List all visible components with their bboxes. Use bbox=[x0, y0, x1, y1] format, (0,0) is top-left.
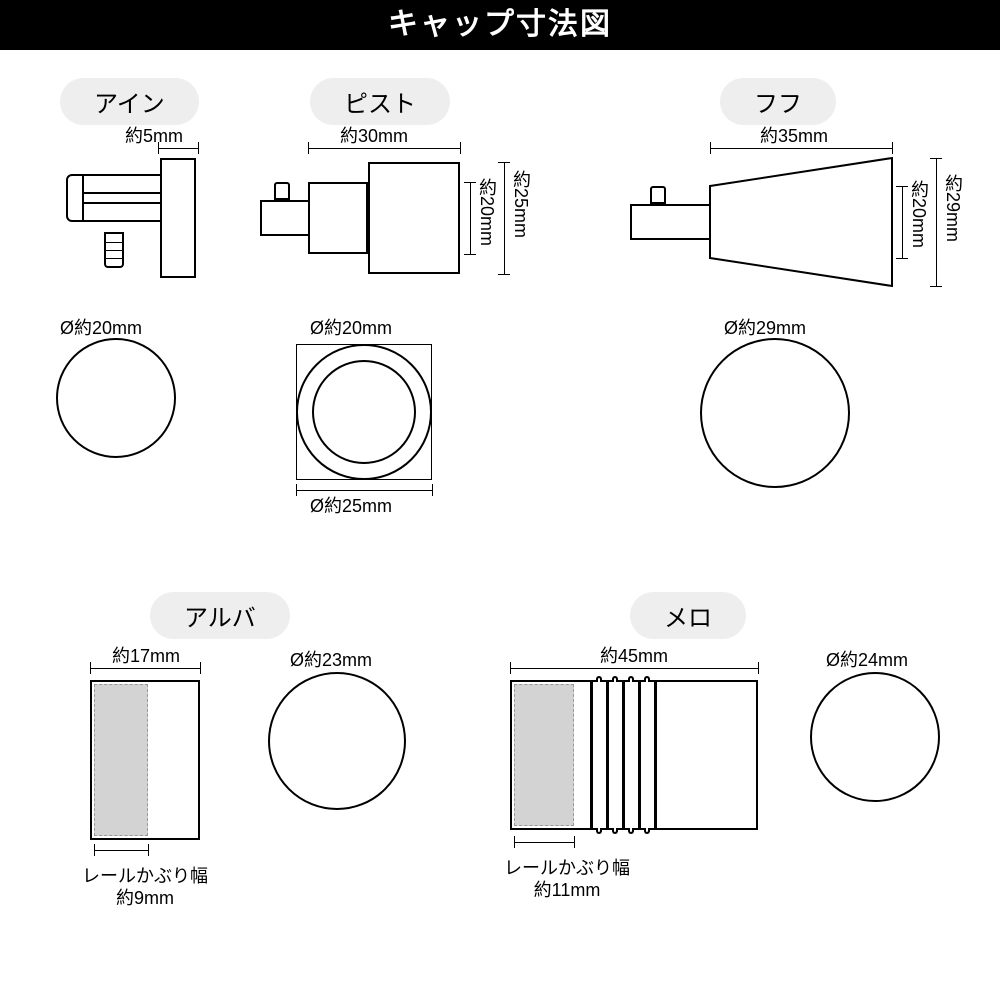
label-alba: アルバ bbox=[150, 592, 290, 639]
dim-alba-dia: Ø約23mm bbox=[290, 646, 372, 672]
dim-mero-width: 約45mm bbox=[600, 642, 668, 668]
dim-alba-width: 約17mm bbox=[112, 642, 180, 668]
dim-mero-dia: Ø約24mm bbox=[826, 646, 908, 672]
fig-fufu-side: 約35mm 約20mm 約29mm bbox=[630, 130, 950, 310]
dim-alba-rail2: 約9mm bbox=[60, 884, 230, 910]
dim-pisto-dia-top: Ø約20mm bbox=[310, 314, 392, 340]
fig-alba-front bbox=[268, 672, 406, 810]
fig-ain-side: 約5mm bbox=[60, 130, 220, 290]
fig-pisto-front bbox=[290, 338, 440, 488]
title-bar: キャップ寸法図 bbox=[0, 0, 1000, 50]
label-mero: メロ bbox=[630, 592, 746, 639]
fig-mero-side: 約45mm レールかぶり幅 約11mm bbox=[500, 650, 800, 910]
dim-fufu-h2: 約29mm bbox=[940, 174, 966, 242]
page-title: キャップ寸法図 bbox=[388, 8, 612, 41]
label-fufu: フフ bbox=[720, 78, 836, 125]
label-pisto: ピスト bbox=[310, 78, 450, 125]
dim-fufu-dia: Ø約29mm bbox=[724, 314, 806, 340]
fig-alba-side: 約17mm レールかぶり幅 約9mm bbox=[80, 650, 240, 910]
dim-mero-rail2: 約11mm bbox=[472, 876, 662, 902]
dim-ain-dia: Ø約20mm bbox=[60, 314, 142, 340]
dim-pisto-dia-bot: Ø約25mm bbox=[310, 492, 392, 518]
fig-ain-front bbox=[56, 338, 176, 458]
fig-pisto-side: 約30mm 約20mm 約25mm bbox=[260, 130, 520, 300]
fig-mero-front bbox=[810, 672, 940, 802]
dim-pisto-h1: 約20mm bbox=[474, 178, 500, 246]
dim-pisto-h2: 約25mm bbox=[508, 170, 534, 238]
label-ain: アイン bbox=[60, 78, 199, 125]
dim-fufu-h1: 約20mm bbox=[906, 180, 932, 248]
dim-pisto-width: 約30mm bbox=[340, 122, 408, 148]
dim-ain-width: 約5mm bbox=[125, 122, 183, 148]
fig-fufu-front bbox=[700, 338, 850, 488]
